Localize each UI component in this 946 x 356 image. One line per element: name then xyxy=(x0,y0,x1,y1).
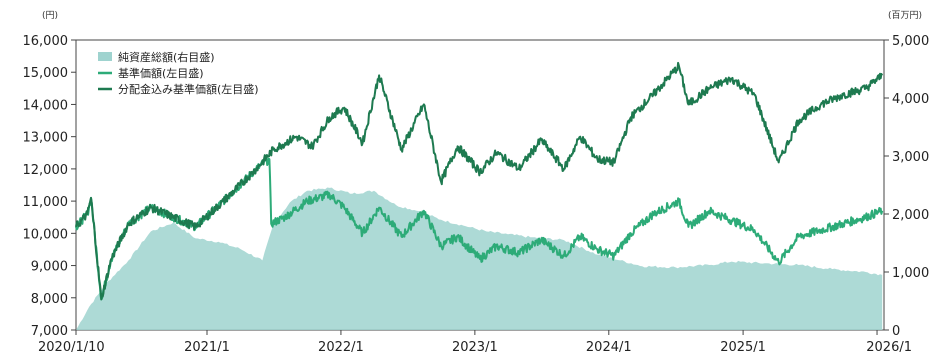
left-tick-label: 11,000 xyxy=(23,195,69,210)
right-tick-label: 0 xyxy=(892,324,900,339)
x-tick-label: 2021/1 xyxy=(184,340,230,355)
legend-label: 基準価額(左目盛) xyxy=(118,66,204,80)
series-line-nav-with-dividends xyxy=(75,61,884,301)
left-tick-label: 12,000 xyxy=(23,163,69,178)
left-tick-label: 15,000 xyxy=(23,66,69,81)
left-tick-label: 16,000 xyxy=(23,34,69,49)
right-tick-label: 2,000 xyxy=(892,208,929,223)
legend-label: 純資産総額(右目盛) xyxy=(118,50,215,64)
right-tick-label: 3,000 xyxy=(892,150,929,165)
x-tick-label: 2023/1 xyxy=(452,340,498,355)
line-layer xyxy=(75,61,884,301)
series-line-nav xyxy=(75,156,884,301)
right-tick-label: 1,000 xyxy=(892,266,929,281)
x-tick-label: 2024/1 xyxy=(586,340,632,355)
left-tick-label: 13,000 xyxy=(23,131,69,146)
x-tick-label: 2020/1/10 xyxy=(38,340,105,355)
left-tick-label: 10,000 xyxy=(23,227,69,242)
legend-swatch xyxy=(98,52,112,61)
x-tick-label: 2025/1 xyxy=(720,340,766,355)
left-tick-label: 8,000 xyxy=(31,292,68,307)
right-axis-unit: (百万円) xyxy=(888,10,922,21)
legend: 純資産総額(右目盛) 基準価額(左目盛) 分配金込み基準価額(左目盛) xyxy=(98,50,259,96)
left-tick-label: 14,000 xyxy=(23,98,69,113)
right-tick-label: 4,000 xyxy=(892,92,929,107)
left-tick-label: 7,000 xyxy=(31,324,68,339)
left-axis-unit: (円) xyxy=(42,10,58,21)
axes: (円) 7,000 8,000 9,000 10,000 11,000 12,000 13,0… xyxy=(23,10,930,355)
right-tick-label: 5,000 xyxy=(892,34,929,49)
left-tick-label: 9,000 xyxy=(31,260,68,275)
x-tick-label: 2026/1 xyxy=(866,340,912,355)
legend-label: 分配金込み基準価額(左目盛) xyxy=(118,82,259,96)
x-tick-label: 2022/1 xyxy=(318,340,364,355)
